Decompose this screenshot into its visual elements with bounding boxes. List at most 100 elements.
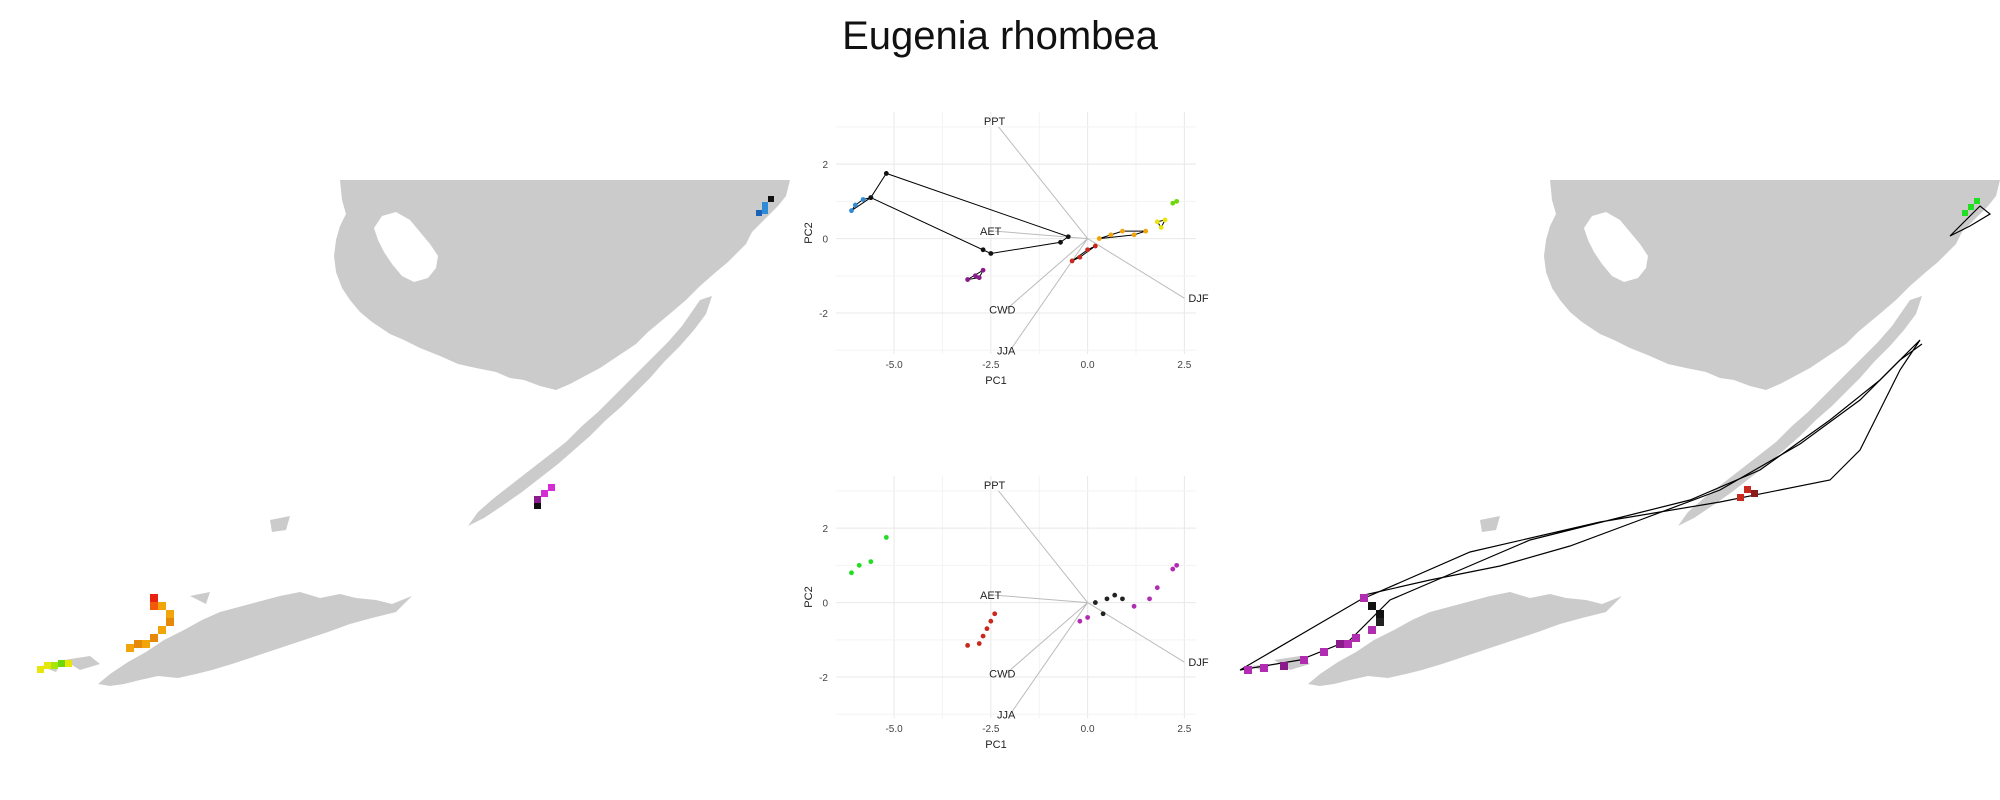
data-point	[883, 535, 889, 540]
data-point	[1058, 239, 1063, 245]
data-point	[1147, 596, 1152, 602]
loading-vector	[994, 594, 1088, 604]
figure-title: Eugenia rhombea	[842, 14, 1158, 58]
right-map-cell	[1320, 648, 1328, 656]
data-point	[860, 197, 866, 202]
right-map-keys-upper	[1678, 296, 1922, 526]
right-map-cell	[1376, 618, 1384, 626]
right-map-cell	[1336, 640, 1344, 648]
loading-label: DJF	[1188, 657, 1208, 669]
right-map-hull-outline	[1239, 339, 1921, 671]
right-map-bay	[1584, 212, 1648, 282]
left-map-mainland	[334, 180, 790, 390]
right-map-cell	[1352, 634, 1360, 642]
y-axis-title: PC2	[803, 586, 815, 607]
data-point	[1104, 596, 1110, 602]
data-point	[1077, 618, 1083, 624]
left-map-cell	[762, 202, 768, 208]
right-map-cell	[1737, 494, 1744, 501]
data-point	[1077, 254, 1083, 260]
x-tick-label: -2.5	[982, 724, 1000, 735]
cluster-hull	[1071, 245, 1096, 262]
data-point	[1112, 592, 1118, 598]
data-point	[1154, 219, 1160, 225]
left-map-cell	[58, 660, 65, 667]
data-point	[1120, 228, 1125, 234]
y-tick-label: -2	[819, 673, 828, 684]
loading-label: PPT	[984, 116, 1006, 128]
left-map-cell	[65, 660, 72, 667]
right-map-cell	[1300, 656, 1308, 664]
data-point	[868, 559, 874, 565]
loading-vector	[994, 230, 1088, 240]
x-axis-title: PC1	[985, 739, 1006, 751]
y-tick-label: 0	[822, 235, 828, 246]
x-tick-label: -2.5	[982, 360, 1000, 371]
data-point	[1065, 234, 1071, 240]
data-point	[980, 633, 986, 639]
left-map-cell	[548, 484, 555, 491]
left-map-cell	[762, 208, 768, 214]
left-map-cell	[150, 594, 158, 602]
data-point	[1170, 566, 1176, 572]
data-point	[965, 277, 971, 282]
left-map-cell	[768, 196, 774, 202]
left-map-cell	[126, 644, 134, 652]
left-map-cell	[51, 662, 58, 669]
x-tick-label: 0.0	[1081, 360, 1095, 371]
data-point	[1108, 232, 1114, 238]
y-axis-title: PC2	[803, 222, 815, 243]
data-point	[1092, 243, 1098, 249]
data-point	[976, 641, 982, 646]
loading-vector	[1009, 602, 1089, 715]
left-map-islet-a	[64, 656, 100, 670]
x-tick-label: -5.0	[885, 360, 903, 371]
left-map-islet-c	[270, 516, 290, 532]
data-point	[1143, 228, 1149, 234]
x-tick-label: 2.5	[1177, 360, 1191, 371]
loading-label: JJA	[997, 345, 1016, 357]
y-tick-label: 2	[822, 524, 828, 535]
left-map-cell	[134, 640, 142, 648]
left-map-cell	[534, 496, 541, 503]
loading-label: CWD	[989, 304, 1015, 316]
data-point	[988, 251, 994, 256]
data-point	[1085, 615, 1091, 620]
data-point	[1131, 603, 1137, 609]
right-map-hull-outline	[1949, 205, 1992, 237]
data-point	[972, 273, 978, 279]
pca-top-panel: -5.0 -2.5 0.0 2.5 2 0 -2 PC1 PC2 PPT AET DJF CWD JJA	[803, 112, 1209, 387]
data-point	[980, 247, 986, 253]
data-point	[1174, 198, 1180, 204]
left-map-cell	[534, 503, 541, 509]
right-map-cell	[1280, 662, 1288, 670]
left-map-cell	[150, 634, 158, 642]
loading-vector	[998, 126, 1089, 239]
y-tick-label: -2	[819, 309, 828, 320]
loading-vector	[1009, 238, 1089, 351]
left-map-panel	[37, 180, 790, 686]
left-map-cell	[166, 618, 174, 626]
loading-label: PPT	[984, 480, 1006, 492]
data-point	[1120, 596, 1125, 602]
right-map-cell	[1260, 664, 1268, 672]
data-point	[1170, 200, 1176, 206]
data-point	[1085, 247, 1091, 253]
left-map-keys-lower	[98, 592, 412, 686]
left-map-cell	[158, 602, 166, 610]
data-point	[1174, 562, 1180, 568]
right-map-cell	[1344, 640, 1352, 648]
right-map-mainland	[1544, 180, 2000, 390]
data-point	[1154, 585, 1160, 591]
right-map-islet-c	[1480, 516, 1500, 532]
right-map-hull-outline	[1359, 343, 1923, 597]
right-map-cell	[1744, 486, 1751, 493]
right-map-cell	[1368, 626, 1376, 634]
y-tick-label: 2	[822, 160, 828, 171]
data-point	[980, 267, 986, 273]
data-point	[965, 643, 971, 648]
loading-vector	[1087, 238, 1185, 299]
loading-vector	[1005, 238, 1088, 310]
left-map-cell	[541, 490, 548, 497]
data-point	[1096, 236, 1102, 241]
